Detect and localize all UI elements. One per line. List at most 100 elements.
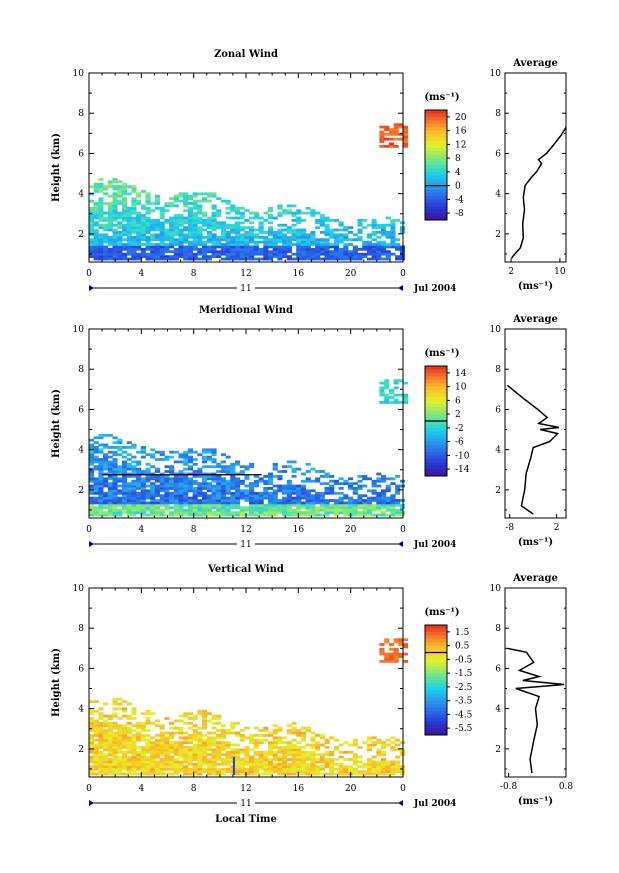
average-x-label: (ms⁻¹) [518, 796, 553, 807]
average-y-tick-label: 2 [495, 230, 501, 240]
average-frame [504, 587, 567, 778]
average-x-label: (ms⁻¹) [518, 281, 553, 292]
colorbar-unit: (ms⁻¹) [424, 348, 459, 359]
average-y-tick-label: 6 [495, 664, 501, 674]
average-x-tick-label: 2 [554, 523, 560, 533]
y-tick-label: 8 [78, 624, 84, 634]
average-y-tick-label: 2 [495, 486, 501, 496]
colorbar-tick-label: 12 [455, 140, 466, 150]
date-label: Jul 2004 [413, 284, 456, 294]
colorbar-unit: (ms⁻¹) [424, 607, 459, 618]
colorbar-tick-label: -10 [455, 451, 470, 461]
x-tick-label: 0 [400, 525, 406, 535]
day-label-bg [237, 282, 255, 294]
average-x-tick-label: -8 [505, 523, 514, 533]
downdraft-column [232, 756, 235, 775]
y-axis-label: Height (km) [51, 648, 62, 717]
x-tick-label: 8 [191, 784, 197, 794]
colorbar-tick-label: 0 [455, 182, 461, 192]
x-tick-label: 0 [400, 784, 406, 794]
colorbar-tick-label: -6 [455, 438, 464, 448]
average-profile-line [506, 384, 560, 515]
day-label-bg [237, 538, 255, 550]
x-tick-label: 12 [240, 269, 251, 279]
colorbar-tick-label: -1.5 [455, 669, 473, 679]
colorbar-frame [424, 109, 448, 221]
colorbar-tick-label: -2.5 [455, 683, 473, 693]
colorbar-tick-label: 20 [455, 113, 467, 123]
y-tick-label: 4 [78, 446, 84, 456]
day-label-bg [237, 797, 255, 809]
colorbar-tick-label: -8 [455, 209, 464, 219]
average-title: Average [512, 314, 558, 325]
colorbar-frame [424, 624, 448, 736]
day-bar-left-marker [89, 800, 94, 806]
colorbar-tick-label: -2 [455, 424, 464, 434]
y-tick-label: 10 [73, 325, 85, 335]
average-y-tick-label: 4 [495, 446, 501, 456]
average-y-tick-label: 2 [495, 745, 501, 755]
average-y-tick-label: 10 [490, 584, 502, 594]
day-label: 11 [240, 540, 251, 550]
panel-title: Zonal Wind [214, 49, 278, 60]
colorbar-tick-label: -4 [455, 195, 464, 205]
y-tick-label: 10 [73, 584, 85, 594]
colorbar-tick-label: -14 [455, 465, 470, 475]
day-bar-left-marker [89, 285, 94, 291]
colorbar [424, 624, 448, 736]
colorbar [424, 365, 448, 477]
colorbar-tick-label: 4 [455, 168, 461, 178]
average-x-tick-label: 2 [508, 267, 514, 277]
average-y-tick-label: 6 [495, 405, 501, 415]
average-y-tick-label: 8 [495, 365, 501, 375]
panel-title: Meridional Wind [199, 305, 293, 316]
y-tick-label: 4 [78, 705, 84, 715]
x-tick-label: 16 [293, 784, 305, 794]
x-tick-label: 20 [345, 784, 357, 794]
y-tick-label: 2 [78, 486, 84, 496]
average-y-tick-label: 10 [490, 69, 502, 79]
colorbar [424, 109, 448, 221]
colorbar-tick-label: 6 [455, 396, 461, 406]
y-axis-label: Height (km) [51, 133, 62, 202]
average-x-tick-label: -0.8 [500, 782, 518, 792]
day-bar-right-marker [398, 800, 403, 806]
x-tick-label: 4 [138, 784, 144, 794]
average-profile-line [511, 126, 567, 259]
x-tick-label: 16 [293, 525, 305, 535]
colorbar-tick-label: 10 [455, 383, 467, 393]
average-y-tick-label: 4 [495, 705, 501, 715]
day-bar-left-marker [89, 541, 94, 547]
average-title: Average [512, 573, 558, 584]
y-tick-label: 8 [78, 365, 84, 375]
x-tick-label: 0 [86, 784, 92, 794]
colorbar-tick-label: 16 [455, 127, 467, 137]
average-profile-line [506, 647, 565, 774]
average-frame [504, 72, 567, 263]
day-bar-right-marker [398, 541, 403, 547]
x-tick-label: 0 [400, 269, 406, 279]
y-tick-label: 10 [73, 69, 85, 79]
date-label: Jul 2004 [413, 799, 456, 809]
x-tick-label: 0 [86, 525, 92, 535]
average-x-tick-label: 0.8 [559, 782, 574, 792]
day-label: 11 [240, 799, 251, 809]
x-tick-label: 4 [138, 269, 144, 279]
colorbar-tick-label: 0.5 [455, 642, 470, 652]
x-tick-label: 12 [240, 525, 251, 535]
heatmap-cells [89, 638, 409, 776]
y-axis-label: Height (km) [51, 389, 62, 458]
y-tick-label: 6 [78, 664, 84, 674]
day-label: 11 [240, 284, 251, 294]
colorbar-unit: (ms⁻¹) [424, 92, 459, 103]
panel-title: Vertical Wind [207, 564, 284, 575]
average-y-tick-label: 6 [495, 149, 501, 159]
colorbar-tick-label: -5.5 [455, 724, 473, 734]
average-y-tick-label: 4 [495, 190, 501, 200]
date-label: Jul 2004 [413, 540, 456, 550]
